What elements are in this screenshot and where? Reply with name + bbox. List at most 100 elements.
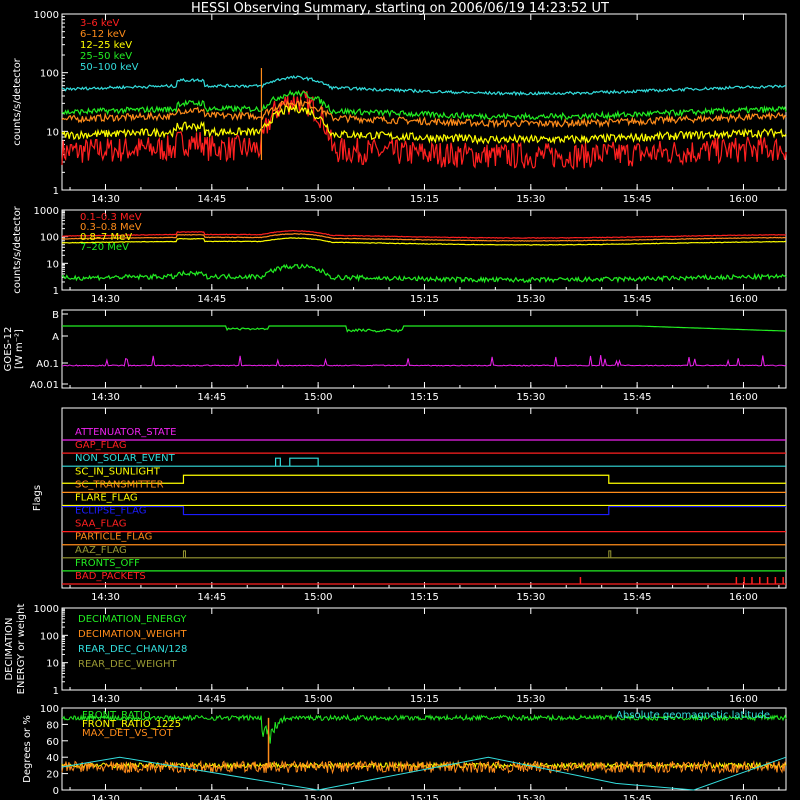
time-tick-label: 15:15 [410, 794, 439, 800]
time-tick-label: 15:30 [516, 794, 545, 800]
y-axis-label: Degrees or % [22, 715, 33, 783]
y-axis-label: counts/s/detector [12, 57, 23, 145]
legend-entry: FRONT_RATIO [82, 710, 151, 721]
legend-entry: DECIMATION_WEIGHT [78, 629, 187, 640]
flag-event-mark [275, 457, 319, 467]
series-line [61, 90, 787, 170]
panel-goes-frame [61, 309, 787, 389]
time-tick-label: 15:45 [623, 392, 652, 403]
y-tick-label: 1 [53, 686, 59, 697]
time-tick-label: 16:00 [729, 794, 758, 800]
time-tick-label: 15:15 [410, 294, 439, 305]
panel-goes: 14:30 14:45 15:00 15:15 15:30 15:45 16:00 A0.01… [3, 309, 787, 403]
time-tick-label: 14:30 [91, 592, 120, 603]
time-tick-label: 15:45 [623, 592, 652, 603]
y-tick-label: B [52, 310, 59, 321]
flag-label: AAZ_FLAG [75, 545, 127, 556]
time-tick-label: 15:00 [304, 392, 333, 403]
flag-label: ATTENUATOR_STATE [75, 427, 176, 438]
y-tick-label: 1 [53, 286, 59, 297]
time-tick-label: 15:30 [516, 392, 545, 403]
y-tick-label: 10 [46, 259, 59, 270]
time-tick-label: 14:30 [91, 194, 120, 205]
flag-label: FRONTS_OFF [75, 558, 140, 569]
time-tick-label: 16:00 [729, 694, 758, 705]
time-tick-label: 15:45 [623, 794, 652, 800]
time-tick-label: 15:30 [516, 194, 545, 205]
panel-lightcurve-low: 14:30 14:45 15:00 15:15 15:30 15:45 16:00 1 10 10… [12, 10, 787, 205]
time-tick-label: 15:15 [410, 694, 439, 705]
time-tick-label: 14:30 [91, 392, 120, 403]
flag-event-mark [608, 550, 612, 558]
series-line [61, 756, 787, 791]
y-tick-label: 80 [46, 720, 59, 731]
legend-entry: 0.8–7 MeV [80, 232, 132, 243]
y-tick-label: 100 [40, 704, 59, 715]
time-tick-label: 15:15 [410, 392, 439, 403]
panel-flags: 14:30 14:45 15:00 15:15 15:30 15:45 16:00 Flags… [32, 407, 787, 603]
time-tick-label: 14:45 [197, 592, 226, 603]
time-tick-label: 14:45 [197, 194, 226, 205]
series-line [61, 74, 787, 97]
time-tick-label: 16:00 [729, 194, 758, 205]
legend-entry: 0.1–0.3 MeV [80, 212, 142, 223]
y-tick-label: 10 [46, 127, 59, 138]
legend-entry: 7–20 MeV [80, 242, 129, 253]
flag-label: FLARE_FLAG [75, 492, 138, 503]
y-axis-label: [W m⁻²] [14, 329, 25, 369]
time-tick-label: 15:00 [304, 694, 333, 705]
time-tick-label: 15:15 [410, 194, 439, 205]
time-tick-label: 15:30 [516, 592, 545, 603]
time-tick-label: 15:45 [623, 294, 652, 305]
y-tick-label: 1000 [34, 206, 59, 217]
series-line [61, 89, 787, 122]
time-tick-label: 14:45 [197, 392, 226, 403]
time-tick-label: 16:00 [729, 294, 758, 305]
y-axis-label: DECIMATION [4, 617, 15, 680]
flag-label: SC_TRANSMITTER [75, 479, 164, 490]
y-axis-label: GOES-12 [3, 327, 14, 372]
annotation: Absolute geomagnetic latitude [616, 710, 770, 721]
y-tick-label: A0.1 [36, 359, 59, 370]
time-tick-label: 14:30 [91, 694, 120, 705]
time-tick-label: 15:30 [516, 294, 545, 305]
time-tick-label: 14:45 [197, 794, 226, 800]
legend-entry: 12–25 keV [80, 40, 132, 51]
y-tick-label: 1000 [34, 10, 59, 21]
legend-entry: 50–100 keV [80, 62, 139, 73]
flag-event-mark [182, 550, 186, 558]
y-axis-label: Flags [32, 485, 43, 511]
legend-entry: REAR_DEC_CHAN/128 [78, 644, 187, 655]
legend-entry: 25–50 keV [80, 51, 132, 62]
flag-label: PARTICLE_FLAG [75, 532, 152, 543]
legend-entry: 3–6 keV [80, 18, 119, 29]
figure-title: HESSI Observing Summary, starting on 200… [191, 1, 609, 16]
panel-decimation: 14:30 14:45 15:00 15:15 15:30 15:45 16:00 1 10 10… [4, 604, 787, 705]
time-tick-label: 15:15 [410, 592, 439, 603]
series-line [61, 713, 787, 744]
y-tick-label: 0 [53, 786, 59, 797]
series-line [62, 325, 786, 333]
time-tick-label: 16:00 [729, 392, 758, 403]
y-axis-label: ENERGY or weight [16, 604, 27, 695]
y-tick-label: 60 [46, 737, 59, 748]
series-line [61, 263, 787, 284]
series-line [61, 99, 787, 129]
time-tick-label: 16:00 [729, 592, 758, 603]
flag-label: GAP_FLAG [75, 440, 127, 451]
series-line [61, 355, 787, 368]
flag-line [62, 505, 786, 516]
series-line [61, 104, 787, 145]
time-tick-label: 15:00 [304, 592, 333, 603]
time-tick-label: 15:00 [304, 194, 333, 205]
flag-label: SAA_FLAG [75, 519, 126, 530]
flag-label: SC_IN_SUNLIGHT [75, 466, 161, 477]
y-tick-label: A [52, 332, 59, 343]
time-tick-label: 14:45 [197, 294, 226, 305]
legend-entry: 6–12 keV [80, 29, 126, 40]
time-tick-label: 15:00 [304, 294, 333, 305]
time-tick-label: 14:30 [91, 294, 120, 305]
panel-ratio: 14:30 14:45 15:00 15:15 15:30 15:45 16:00 0 20 40… [22, 704, 787, 800]
flag-label: NON_SOLAR_EVENT [75, 453, 176, 464]
series-line [61, 237, 786, 246]
